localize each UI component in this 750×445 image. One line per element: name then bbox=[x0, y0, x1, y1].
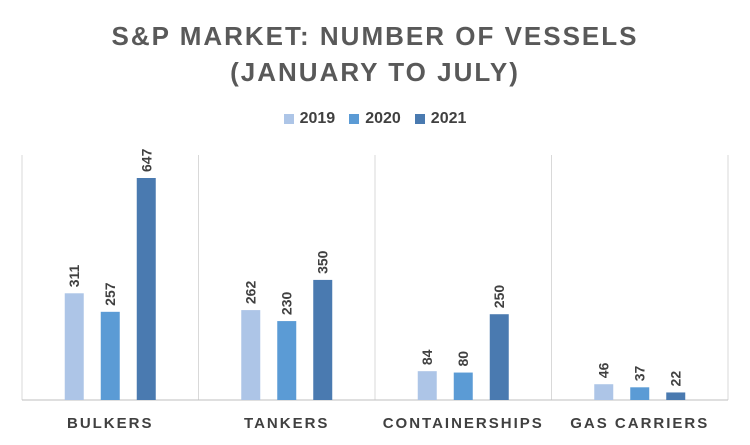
bar-gas-carriers-2021 bbox=[666, 392, 686, 400]
bar-bulkers-2020 bbox=[100, 311, 120, 400]
legend-label-2019: 2019 bbox=[299, 110, 336, 127]
bar-gas-carriers-2020 bbox=[630, 387, 650, 400]
legend: 2019 2020 2021 bbox=[0, 110, 750, 128]
bar-containerships-2019 bbox=[417, 371, 437, 400]
legend-label-2021: 2021 bbox=[430, 110, 467, 127]
bar-bulkers-2019 bbox=[64, 293, 84, 400]
legend-label-2020: 2020 bbox=[365, 110, 401, 127]
legend-swatch-2021 bbox=[414, 114, 425, 124]
data-label: 250 bbox=[491, 285, 507, 309]
x-tick-label: CONTAINERSHIPS bbox=[383, 415, 544, 432]
bar-tankers-2021 bbox=[313, 279, 333, 400]
chart-title: S&P MARKET: NUMBER OF VESSELS (JANUARY T… bbox=[111, 21, 639, 87]
data-label: 22 bbox=[668, 371, 684, 387]
legend-item-2021: 2021 bbox=[414, 110, 467, 128]
data-label: 80 bbox=[455, 351, 471, 367]
bar-gas-carriers-2019 bbox=[594, 384, 614, 400]
legend-swatch-2019 bbox=[283, 114, 294, 124]
legend-swatch-2020 bbox=[349, 114, 360, 124]
bar-containerships-2021 bbox=[489, 314, 509, 400]
data-label: 647 bbox=[138, 148, 154, 172]
data-label: 84 bbox=[419, 349, 435, 365]
data-label: 262 bbox=[243, 281, 259, 305]
x-tick-label: TANKERS bbox=[244, 415, 329, 432]
legend-item-2020: 2020 bbox=[349, 110, 401, 128]
bar-tankers-2020 bbox=[277, 321, 297, 400]
data-label: 350 bbox=[315, 250, 331, 274]
bar-bulkers-2021 bbox=[136, 178, 156, 400]
bar-tankers-2019 bbox=[241, 310, 261, 400]
data-label: 311 bbox=[66, 264, 82, 287]
legend-item-2019: 2019 bbox=[283, 110, 336, 128]
x-tick-label: GAS CARRIERS bbox=[570, 415, 709, 432]
data-label: 37 bbox=[632, 366, 648, 382]
data-label: 230 bbox=[279, 292, 295, 316]
data-label: 46 bbox=[596, 362, 612, 378]
bar-containerships-2020 bbox=[453, 372, 473, 400]
x-tick-label: BULKERS bbox=[67, 415, 154, 432]
data-label: 257 bbox=[102, 282, 118, 306]
